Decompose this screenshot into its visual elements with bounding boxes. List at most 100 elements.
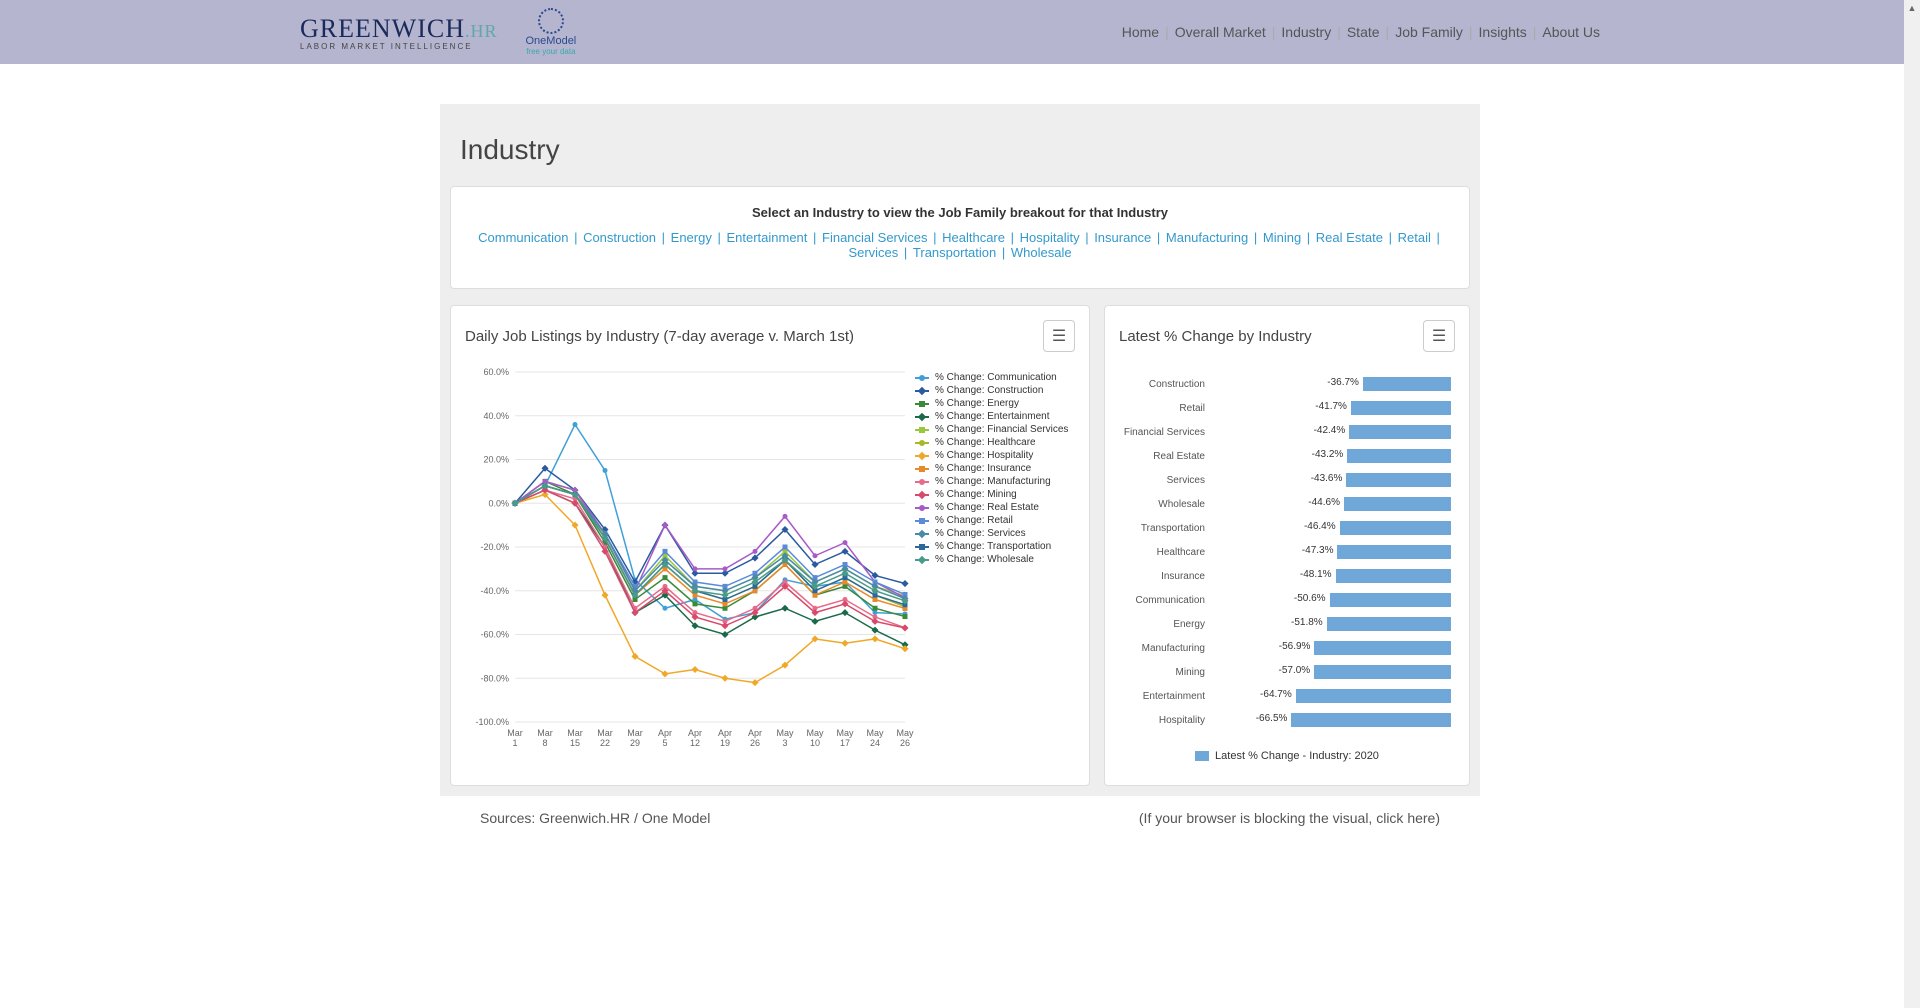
- bar-fill: [1344, 497, 1451, 511]
- bar-value: -36.7%: [1327, 377, 1363, 388]
- bar-value: -43.6%: [1311, 473, 1347, 484]
- legend-item[interactable]: % Change: Transportation: [915, 541, 1075, 552]
- industry-link-entertainment[interactable]: Entertainment: [726, 230, 807, 245]
- bar-value: -57.0%: [1279, 665, 1315, 676]
- svg-text:Mar: Mar: [537, 728, 553, 738]
- brand-logo[interactable]: GREENWICH.HR LABOR MARKET INTELLIGENCE: [300, 14, 498, 51]
- legend-item[interactable]: % Change: Services: [915, 528, 1075, 539]
- bar-value: -56.9%: [1279, 641, 1315, 652]
- svg-text:-40.0%: -40.0%: [480, 586, 509, 596]
- industry-link-insurance[interactable]: Insurance: [1094, 230, 1151, 245]
- nav-link-state[interactable]: State: [1347, 24, 1380, 40]
- chart-menu-button[interactable]: ☰: [1423, 320, 1455, 352]
- bar-label: Retail: [1119, 403, 1211, 414]
- bar-fill: [1346, 473, 1451, 487]
- bar-value: -44.6%: [1308, 497, 1344, 508]
- blocked-visual-link[interactable]: (If your browser is blocking the visual,…: [1139, 810, 1440, 826]
- svg-text:Mar: Mar: [597, 728, 613, 738]
- bar-fill: [1340, 521, 1451, 535]
- svg-text:10: 10: [810, 738, 820, 748]
- industry-link-real-estate[interactable]: Real Estate: [1316, 230, 1383, 245]
- svg-text:-80.0%: -80.0%: [480, 673, 509, 683]
- bar-fill: [1330, 593, 1451, 607]
- industry-link-healthcare[interactable]: Healthcare: [942, 230, 1005, 245]
- legend-item[interactable]: % Change: Retail: [915, 515, 1075, 526]
- legend-item[interactable]: % Change: Hospitality: [915, 450, 1075, 461]
- bar-fill: [1314, 665, 1451, 679]
- svg-text:8: 8: [542, 738, 547, 748]
- filter-instruction: Select an Industry to view the Job Famil…: [471, 205, 1449, 220]
- page-content: Industry Select an Industry to view the …: [440, 104, 1480, 796]
- svg-text:May: May: [806, 728, 824, 738]
- industry-link-transportation[interactable]: Transportation: [913, 245, 996, 260]
- nav-link-about-us[interactable]: About Us: [1542, 24, 1600, 40]
- industry-link-construction[interactable]: Construction: [583, 230, 656, 245]
- bar-label: Wholesale: [1119, 499, 1211, 510]
- bar-row: Communication-50.6%: [1119, 588, 1451, 612]
- legend-item[interactable]: % Change: Energy: [915, 398, 1075, 409]
- bar-label: Construction: [1119, 379, 1211, 390]
- legend-item[interactable]: % Change: Entertainment: [915, 411, 1075, 422]
- bar-row: Healthcare-47.3%: [1119, 540, 1451, 564]
- legend-marker-icon: [915, 416, 929, 418]
- bar-row: Wholesale -44.6%: [1119, 492, 1451, 516]
- legend-marker-icon: [915, 481, 929, 483]
- industry-link-communication[interactable]: Communication: [478, 230, 568, 245]
- partner-logo[interactable]: OneModel free your data: [526, 8, 577, 56]
- bar-fill: [1351, 401, 1451, 415]
- bar-row: Real Estate-43.2%: [1119, 444, 1451, 468]
- scroll-up-icon[interactable]: ▲: [1904, 0, 1920, 16]
- svg-text:Apr: Apr: [718, 728, 732, 738]
- bar-label: Energy: [1119, 619, 1211, 630]
- legend-item[interactable]: % Change: Wholesale: [915, 554, 1075, 565]
- partner-icon: [538, 8, 564, 34]
- industry-link-retail[interactable]: Retail: [1398, 230, 1431, 245]
- bar-label: Healthcare: [1119, 547, 1211, 558]
- legend-item[interactable]: % Change: Manufacturing: [915, 476, 1075, 487]
- legend-marker-icon: [915, 442, 929, 444]
- legend-item[interactable]: % Change: Construction: [915, 385, 1075, 396]
- nav-link-job-family[interactable]: Job Family: [1395, 24, 1463, 40]
- industry-links: Communication | Construction | Energy | …: [471, 230, 1449, 260]
- nav-link-industry[interactable]: Industry: [1281, 24, 1331, 40]
- legend-marker-icon: [915, 520, 929, 522]
- chart-menu-button[interactable]: ☰: [1043, 320, 1075, 352]
- bar-value: -51.8%: [1291, 617, 1327, 628]
- bar-fill: [1349, 425, 1451, 439]
- industry-link-manufacturing[interactable]: Manufacturing: [1166, 230, 1248, 245]
- legend-item[interactable]: % Change: Financial Services: [915, 424, 1075, 435]
- main-nav: Home | Overall Market | Industry | State…: [1122, 24, 1600, 40]
- legend-item[interactable]: % Change: Insurance: [915, 463, 1075, 474]
- industry-link-wholesale[interactable]: Wholesale: [1011, 245, 1072, 260]
- nav-link-overall-market[interactable]: Overall Market: [1175, 24, 1266, 40]
- scrollbar[interactable]: ▲: [1904, 0, 1920, 1008]
- nav-link-insights[interactable]: Insights: [1479, 24, 1527, 40]
- nav-link-home[interactable]: Home: [1122, 24, 1159, 40]
- page-title: Industry: [460, 134, 1470, 166]
- bar-value: -42.4%: [1314, 425, 1350, 436]
- svg-text:3: 3: [782, 738, 787, 748]
- legend-marker-icon: [915, 559, 929, 561]
- industry-link-hospitality[interactable]: Hospitality: [1020, 230, 1080, 245]
- industry-link-financial-services[interactable]: Financial Services: [822, 230, 928, 245]
- bar-row: Services-43.6%: [1119, 468, 1451, 492]
- line-chart-card: Daily Job Listings by Industry (7-day av…: [450, 305, 1090, 786]
- bar-label: Real Estate: [1119, 451, 1211, 462]
- svg-text:May: May: [866, 728, 884, 738]
- svg-text:29: 29: [630, 738, 640, 748]
- svg-text:60.0%: 60.0%: [483, 367, 509, 377]
- legend-item[interactable]: % Change: Mining: [915, 489, 1075, 500]
- legend-item[interactable]: % Change: Healthcare: [915, 437, 1075, 448]
- bar-chart-title: Latest % Change by Industry: [1119, 328, 1312, 345]
- legend-item[interactable]: % Change: Real Estate: [915, 502, 1075, 513]
- bar-row: Manufacturing-56.9%: [1119, 636, 1451, 660]
- bar-fill: [1327, 617, 1451, 631]
- legend-item[interactable]: % Change: Communication: [915, 372, 1075, 383]
- industry-link-energy[interactable]: Energy: [671, 230, 712, 245]
- bar-row: Transportation-46.4%: [1119, 516, 1451, 540]
- bar-value: -41.7%: [1315, 401, 1351, 412]
- industry-link-mining[interactable]: Mining: [1263, 230, 1301, 245]
- bar-label: Financial Services: [1119, 427, 1211, 438]
- bar-fill: [1347, 449, 1451, 463]
- industry-link-services[interactable]: Services: [848, 245, 898, 260]
